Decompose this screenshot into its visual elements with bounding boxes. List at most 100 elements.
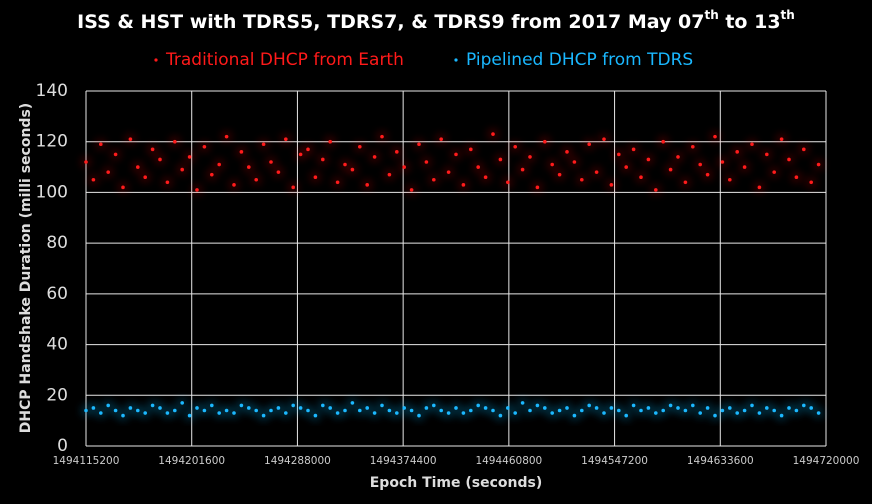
point: [802, 147, 806, 152]
series-points: [84, 132, 821, 192]
point: [720, 160, 725, 164]
point: [809, 406, 813, 410]
point: [247, 165, 251, 169]
point: [158, 157, 162, 162]
point: [328, 406, 333, 410]
point: [461, 411, 466, 415]
point: [691, 403, 695, 408]
point: [180, 167, 184, 172]
point: [106, 403, 110, 408]
point: [358, 144, 362, 149]
point: [106, 170, 110, 174]
point: [787, 157, 791, 162]
point: [269, 160, 273, 164]
point: [143, 175, 147, 180]
point: [772, 170, 776, 174]
point: [646, 406, 651, 410]
point: [454, 152, 458, 157]
point: [528, 408, 532, 413]
point: [306, 147, 310, 152]
point: [757, 185, 762, 190]
point: [372, 411, 377, 415]
point: [380, 403, 384, 408]
point: [239, 150, 244, 154]
point: [654, 411, 658, 415]
point: [469, 408, 473, 413]
point: [165, 411, 170, 415]
point: [313, 175, 318, 180]
point: [683, 180, 688, 185]
point: [402, 165, 407, 169]
point: [580, 408, 584, 413]
point: [424, 406, 429, 410]
y-axis-label: DHCP Handshake Duration (milli seconds): [18, 103, 34, 433]
point: [602, 137, 606, 141]
point: [284, 411, 288, 415]
point: [284, 137, 288, 141]
point: [720, 408, 725, 413]
point: [572, 160, 577, 164]
point: [676, 155, 680, 159]
x-tick-label: 1494720000: [793, 455, 860, 467]
point: [654, 188, 658, 192]
point: [668, 167, 673, 172]
point: [217, 162, 221, 167]
point: [187, 155, 192, 159]
point: [298, 406, 303, 410]
point: [565, 150, 569, 154]
point: [180, 401, 184, 405]
y-tick-label: 120: [36, 132, 68, 152]
point: [491, 132, 495, 136]
point: [565, 406, 569, 410]
point: [143, 411, 147, 415]
point: [269, 408, 273, 413]
point: [158, 406, 162, 410]
chart-title: ISS & HST with TDRS5, TDRS7, & TDRS9 fro…: [77, 8, 795, 33]
point: [99, 142, 103, 147]
point: [424, 160, 429, 164]
point: [728, 406, 732, 410]
point: [343, 408, 347, 413]
point: [483, 406, 488, 410]
point: [432, 177, 436, 182]
point: [247, 406, 251, 410]
legend-label: Pipelined DHCP from TDRS: [466, 50, 693, 70]
point: [409, 408, 414, 413]
point: [594, 170, 599, 174]
x-tick-label: 1494201600: [158, 455, 225, 467]
title-part: th: [781, 8, 795, 22]
point: [617, 152, 621, 157]
point: [765, 406, 769, 410]
point: [750, 142, 754, 147]
point: [291, 403, 296, 408]
legend-marker: [454, 58, 458, 62]
point: [476, 403, 481, 408]
point: [535, 185, 540, 190]
point: [387, 408, 392, 413]
point: [535, 403, 540, 408]
point: [217, 411, 221, 415]
point: [631, 403, 636, 408]
point: [520, 401, 525, 405]
point: [469, 147, 473, 152]
point: [550, 411, 554, 415]
point: [742, 408, 747, 413]
title-part: to 13: [719, 11, 781, 33]
point: [550, 162, 554, 167]
point: [387, 172, 392, 177]
point: [491, 408, 495, 413]
point: [261, 142, 266, 147]
point: [202, 408, 207, 413]
point: [816, 162, 821, 167]
point: [809, 180, 813, 185]
point: [779, 137, 784, 141]
point: [713, 134, 717, 139]
point: [165, 180, 170, 185]
point: [195, 188, 199, 192]
point: [121, 185, 125, 190]
point: [224, 408, 229, 413]
point: [543, 139, 547, 144]
point: [483, 175, 488, 180]
point: [816, 411, 821, 415]
